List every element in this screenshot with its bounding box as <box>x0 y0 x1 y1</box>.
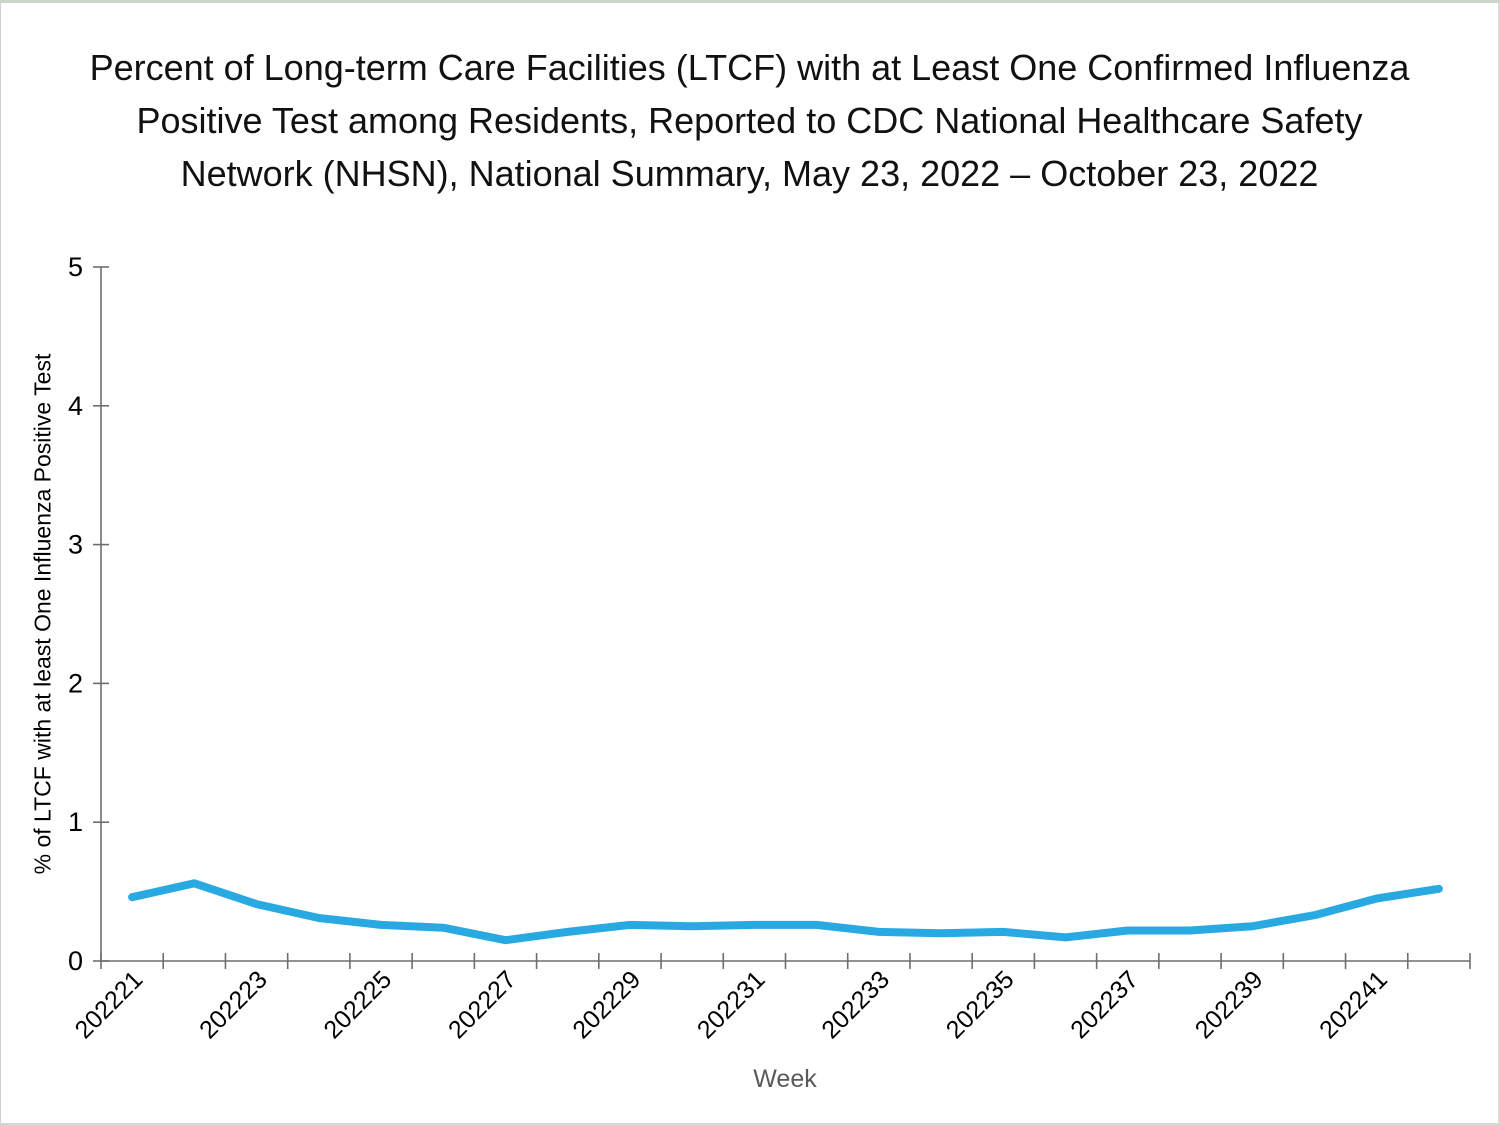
x-tick-label: 202221 <box>70 965 149 1044</box>
chart-title-line-2: Positive Test among Residents, Reported … <box>136 100 1363 141</box>
y-tick-label: 3 <box>68 530 83 560</box>
x-tick-label: 202231 <box>692 965 771 1044</box>
line-chart: 0 1 2 3 4 5 202221 202223 202225 202227 202229 2022… <box>68 252 1471 1044</box>
x-tick-label: 202229 <box>567 965 646 1044</box>
y-tick-label: 4 <box>68 391 83 421</box>
x-tick-label: 202241 <box>1314 965 1393 1044</box>
chart-title: Percent of Long-term Care Facilities (LT… <box>1 41 1498 200</box>
x-tick-label: 202233 <box>816 965 895 1044</box>
x-tick-label: 202237 <box>1065 965 1144 1044</box>
y-tick-label: 5 <box>68 252 83 282</box>
y-tick-label: 1 <box>68 807 83 837</box>
influenza-positive-series-line <box>128 879 1443 945</box>
x-tick-label: 202227 <box>443 965 522 1044</box>
chart-title-line-1: Percent of Long-term Care Facilities (LT… <box>89 47 1410 88</box>
x-axis-title: Week <box>753 1065 817 1093</box>
y-tick-label: 2 <box>68 668 83 698</box>
x-tick-label: 202239 <box>1190 965 1269 1044</box>
chart-title-line-3: Network (NHSN), National Summary, May 23… <box>180 153 1319 194</box>
x-tick-label: 202235 <box>941 965 1020 1044</box>
y-tick-label: 0 <box>68 946 83 976</box>
y-axis-title: % of LTCF with at least One Influenza Po… <box>29 353 56 875</box>
x-tick-label: 202225 <box>318 965 397 1044</box>
x-tick-label: 202223 <box>194 965 273 1044</box>
